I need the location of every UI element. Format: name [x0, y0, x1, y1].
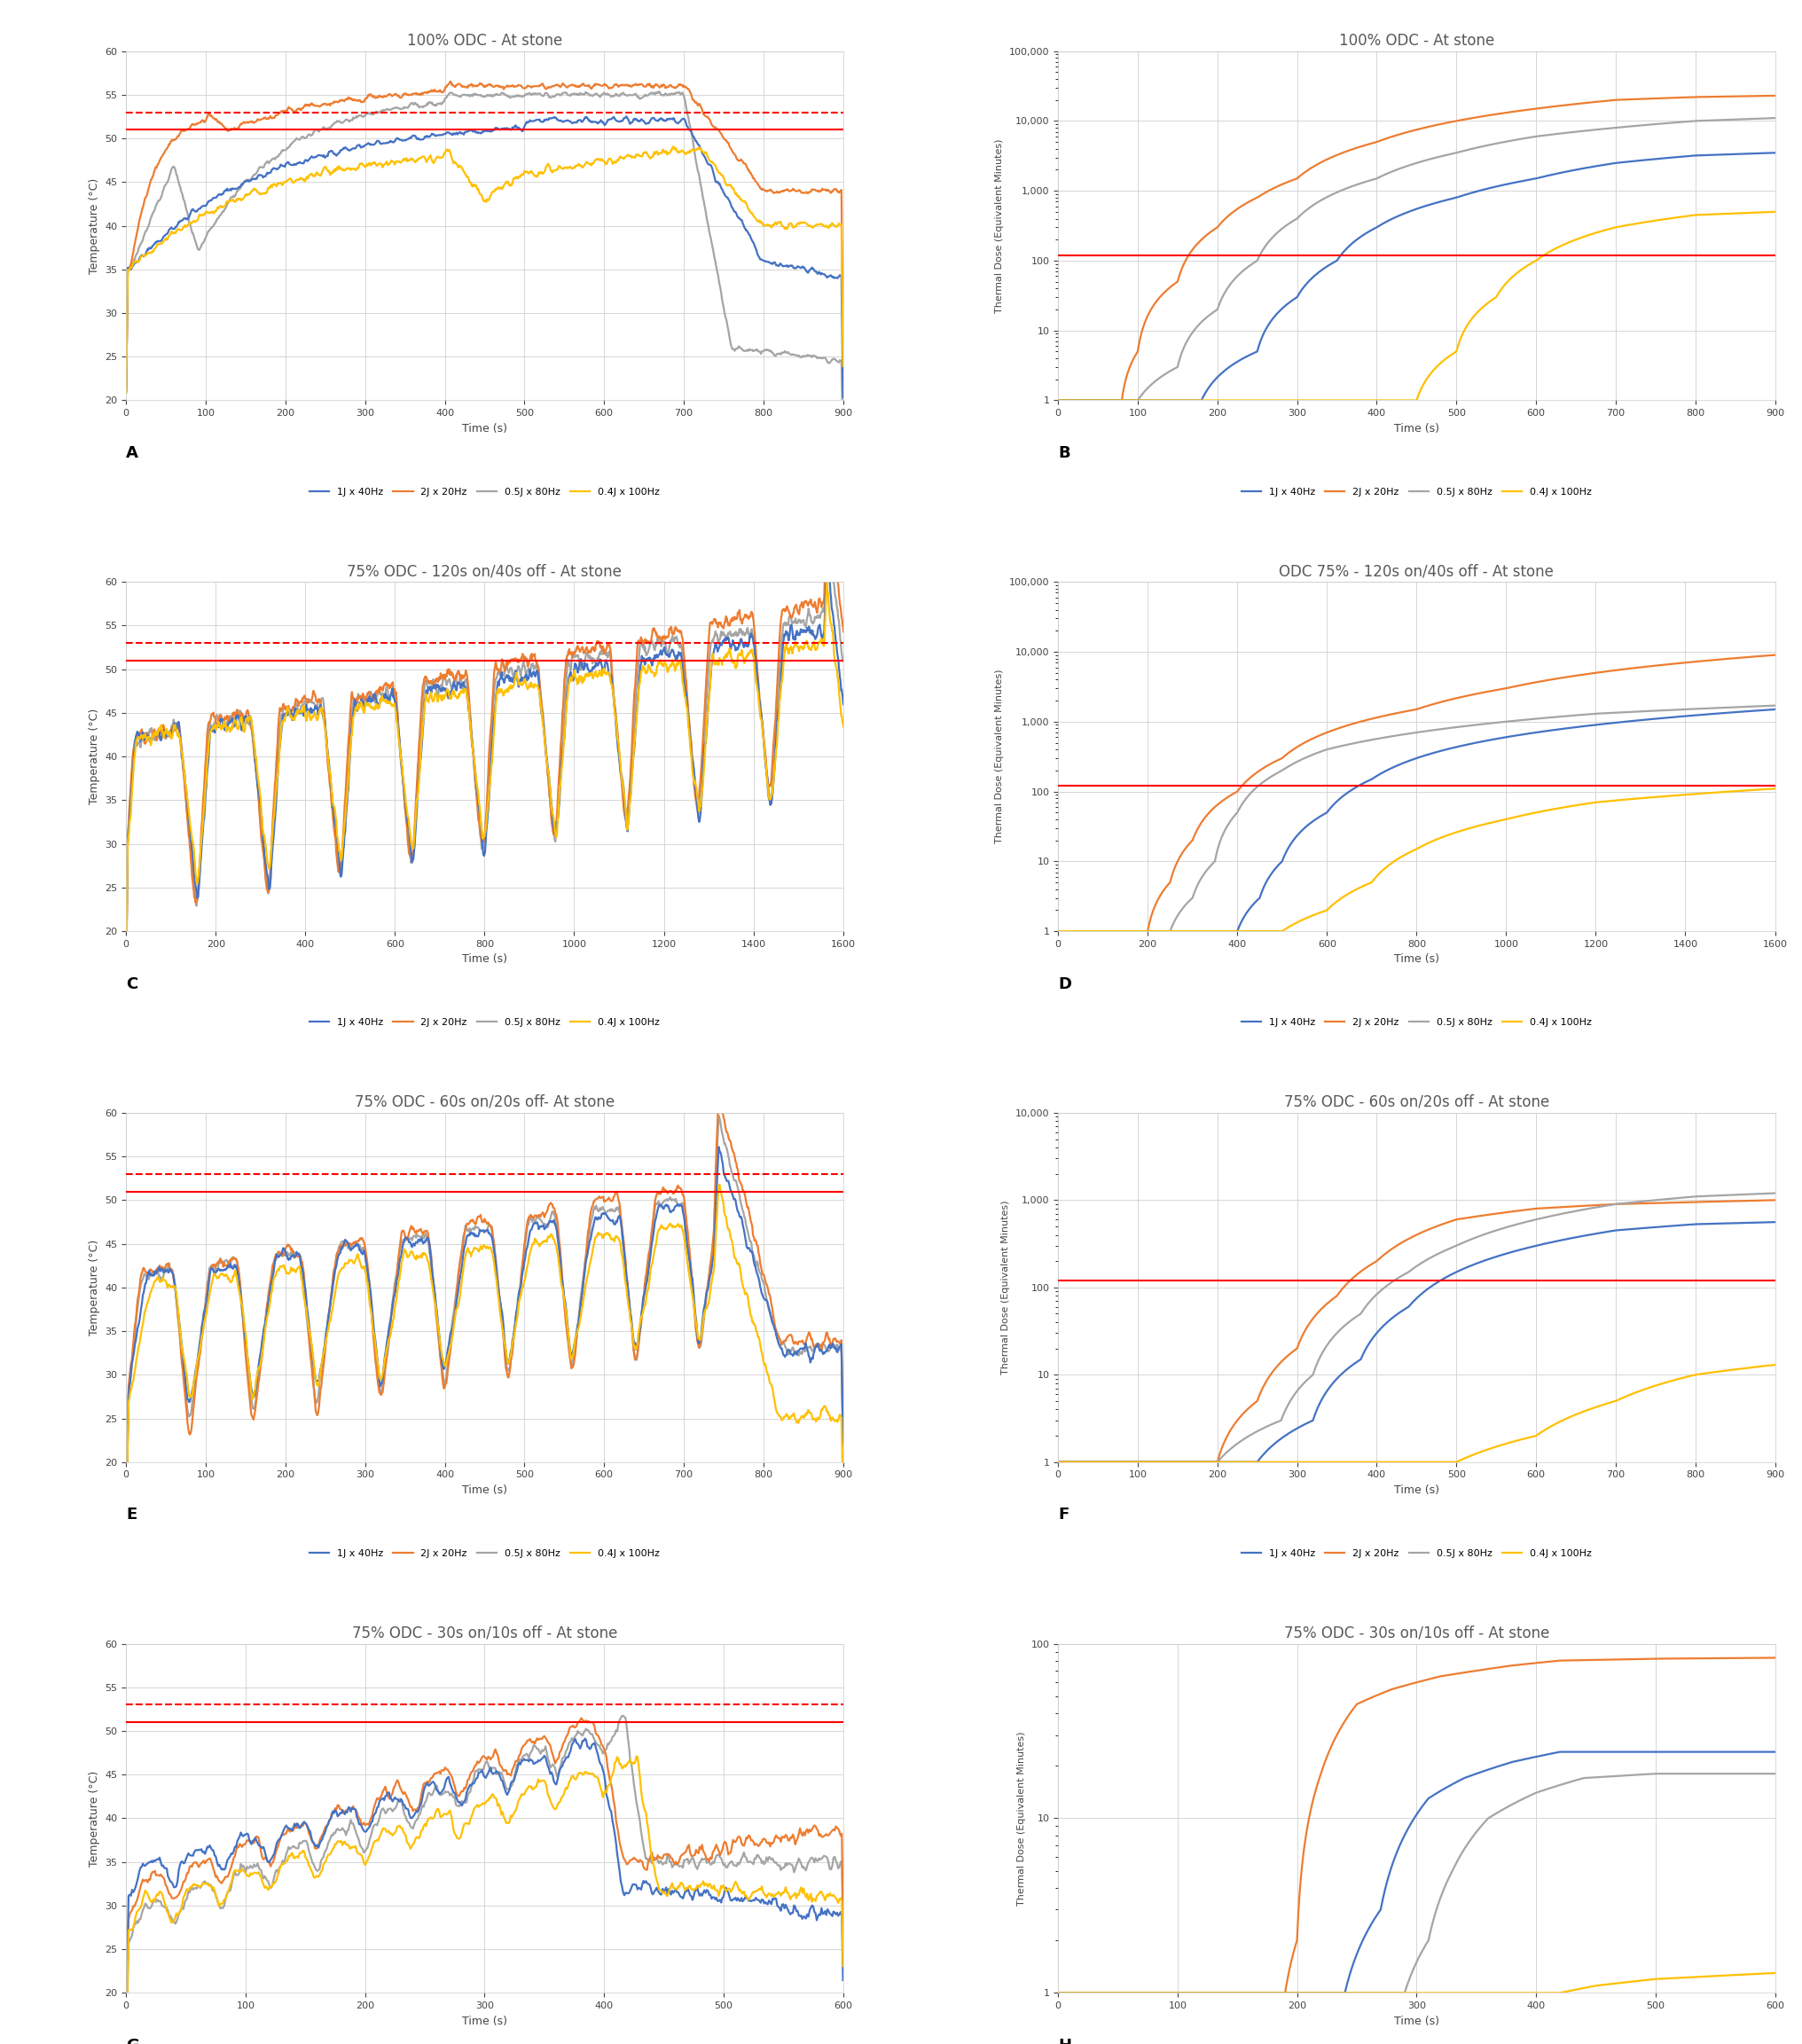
Y-axis label: Thermal Dose (Equivalent Minutes): Thermal Dose (Equivalent Minutes) — [995, 139, 1004, 313]
Title: 75% ODC - 60s on/20s off- At stone: 75% ODC - 60s on/20s off- At stone — [355, 1094, 614, 1110]
Legend: 1J x 40Hz, 2J x 20Hz, 0.5J x 80Hz, 0.4J x 100Hz: 1J x 40Hz, 2J x 20Hz, 0.5J x 80Hz, 0.4J … — [1238, 1014, 1597, 1030]
Y-axis label: Temperature (°C): Temperature (°C) — [88, 1770, 101, 1866]
Title: 75% ODC - 60s on/20s off - At stone: 75% ODC - 60s on/20s off - At stone — [1283, 1094, 1550, 1110]
Y-axis label: Temperature (°C): Temperature (°C) — [88, 1239, 101, 1335]
Y-axis label: Temperature (°C): Temperature (°C) — [88, 178, 101, 274]
Text: E: E — [126, 1506, 137, 1523]
Text: C: C — [126, 977, 139, 991]
X-axis label: Time (s): Time (s) — [461, 955, 506, 965]
X-axis label: Time (s): Time (s) — [1395, 423, 1440, 433]
X-axis label: Time (s): Time (s) — [1395, 1484, 1440, 1496]
X-axis label: Time (s): Time (s) — [1395, 955, 1440, 965]
Legend: 1J x 40Hz, 2J x 20Hz, 0.5J x 80Hz, 0.4J x 100Hz: 1J x 40Hz, 2J x 20Hz, 0.5J x 80Hz, 0.4J … — [305, 1545, 663, 1562]
Text: H: H — [1058, 2038, 1072, 2044]
Text: F: F — [1058, 1506, 1069, 1523]
X-axis label: Time (s): Time (s) — [461, 423, 506, 433]
Y-axis label: Temperature (°C): Temperature (°C) — [88, 709, 101, 805]
Title: ODC 75% - 120s on/40s off - At stone: ODC 75% - 120s on/40s off - At stone — [1279, 564, 1553, 578]
Title: 100% ODC - At stone: 100% ODC - At stone — [407, 33, 562, 49]
Text: B: B — [1058, 446, 1070, 462]
Text: D: D — [1058, 977, 1072, 991]
Legend: 1J x 40Hz, 2J x 20Hz, 0.5J x 80Hz, 0.4J x 100Hz: 1J x 40Hz, 2J x 20Hz, 0.5J x 80Hz, 0.4J … — [305, 1014, 663, 1030]
Y-axis label: Thermal Dose (Equivalent Minutes): Thermal Dose (Equivalent Minutes) — [1016, 1731, 1025, 1905]
Title: 100% ODC - At stone: 100% ODC - At stone — [1339, 33, 1494, 49]
Legend: 1J x 40Hz, 2J x 20Hz, 0.5J x 80Hz, 0.4J x 100Hz: 1J x 40Hz, 2J x 20Hz, 0.5J x 80Hz, 0.4J … — [1238, 1545, 1597, 1562]
Text: G: G — [126, 2038, 139, 2044]
Title: 75% ODC - 30s on/10s off - At stone: 75% ODC - 30s on/10s off - At stone — [1283, 1625, 1550, 1641]
Text: A: A — [126, 446, 139, 462]
Legend: 1J x 40Hz, 2J x 20Hz, 0.5J x 80Hz, 0.4J x 100Hz: 1J x 40Hz, 2J x 20Hz, 0.5J x 80Hz, 0.4J … — [305, 484, 663, 501]
Y-axis label: Thermal Dose (Equivalent Minutes): Thermal Dose (Equivalent Minutes) — [1002, 1200, 1011, 1374]
Title: 75% ODC - 30s on/10s off - At stone: 75% ODC - 30s on/10s off - At stone — [351, 1625, 618, 1641]
X-axis label: Time (s): Time (s) — [461, 1484, 506, 1496]
Title: 75% ODC - 120s on/40s off - At stone: 75% ODC - 120s on/40s off - At stone — [348, 564, 622, 578]
X-axis label: Time (s): Time (s) — [1395, 2015, 1440, 2028]
Y-axis label: Thermal Dose (Equivalent Minutes): Thermal Dose (Equivalent Minutes) — [995, 670, 1004, 844]
Legend: 1J x 40Hz, 2J x 20Hz, 0.5J x 80Hz, 0.4J x 100Hz: 1J x 40Hz, 2J x 20Hz, 0.5J x 80Hz, 0.4J … — [1238, 484, 1597, 501]
X-axis label: Time (s): Time (s) — [461, 2015, 506, 2028]
